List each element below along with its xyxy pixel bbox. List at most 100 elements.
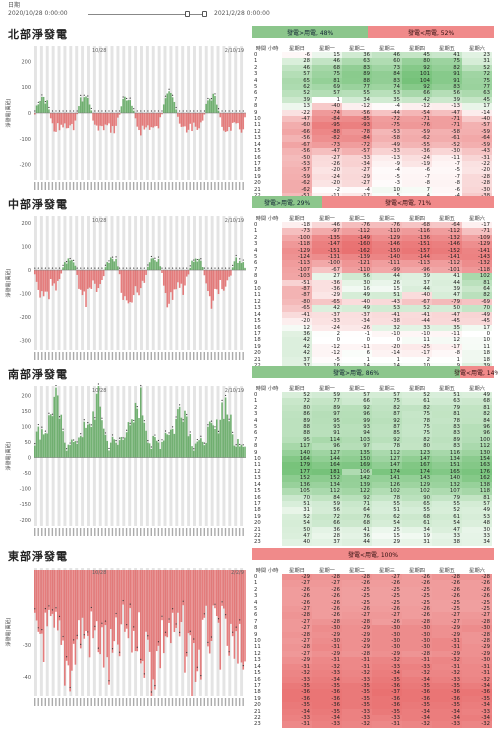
column-header[interactable]: 時間 小時 bbox=[255, 567, 279, 574]
column-header[interactable]: 星期日 bbox=[289, 385, 305, 392]
column-header[interactable]: 星期六 bbox=[469, 385, 485, 392]
chart-bar bbox=[78, 270, 80, 289]
chart-bar bbox=[215, 419, 218, 458]
value-cell: 31 bbox=[402, 539, 432, 546]
value-cell: -118 bbox=[282, 241, 312, 248]
x-tick-mark bbox=[168, 352, 170, 360]
date-slider-start-handle[interactable] bbox=[185, 11, 190, 17]
column-header[interactable]: 星期二 bbox=[349, 385, 365, 392]
chart-bar bbox=[166, 93, 169, 113]
chart-marker bbox=[179, 267, 181, 269]
ratio-positive-segment[interactable]: 發電>用電, 86% bbox=[252, 366, 461, 378]
value-cell: 94 bbox=[342, 430, 372, 437]
column-header[interactable]: 星期三 bbox=[379, 215, 395, 222]
ratio-positive-segment[interactable]: 發電>用電, 48% bbox=[252, 26, 369, 38]
chart-bar bbox=[148, 113, 151, 130]
column-header[interactable]: 星期三 bbox=[379, 567, 395, 574]
hour-cell: 3 bbox=[254, 71, 258, 78]
chart-marker bbox=[115, 612, 117, 615]
value-cell: 82 bbox=[462, 292, 492, 299]
value-cell: 116 bbox=[432, 449, 462, 457]
chart-bar bbox=[87, 570, 89, 636]
column-header[interactable]: 星期二 bbox=[349, 215, 365, 222]
value-cell: 51 bbox=[372, 292, 402, 299]
chart-bar bbox=[106, 262, 109, 271]
x-tick-mark bbox=[161, 528, 163, 536]
column-header[interactable]: 星期六 bbox=[469, 215, 485, 222]
column-header[interactable]: 星期二 bbox=[349, 567, 365, 574]
column-header[interactable]: 星期三 bbox=[379, 45, 395, 52]
column-header[interactable]: 星期日 bbox=[289, 45, 305, 52]
column-header[interactable]: 星期五 bbox=[439, 45, 455, 52]
value-cell: -33 bbox=[432, 721, 462, 728]
value-cell: -41 bbox=[402, 311, 432, 319]
ratio-negative-segment[interactable]: 發電<用電, 14% bbox=[454, 366, 498, 378]
column-header[interactable]: 星期六 bbox=[469, 567, 485, 574]
date-slider-end-handle[interactable] bbox=[202, 11, 207, 17]
chart-marker bbox=[51, 609, 54, 611]
column-header[interactable]: 星期四 bbox=[409, 45, 425, 52]
chart-marker bbox=[228, 267, 230, 269]
chart-bar bbox=[177, 113, 179, 117]
column-header[interactable]: 星期四 bbox=[409, 215, 425, 222]
chart-marker bbox=[193, 110, 195, 112]
chart-bar bbox=[207, 100, 209, 113]
x-tick-mark bbox=[235, 528, 237, 536]
column-header[interactable]: 時間 小時 bbox=[255, 385, 279, 392]
ratio-negative-segment[interactable]: 發電<用電, 100% bbox=[252, 548, 494, 560]
value-cell: 49 bbox=[462, 392, 492, 399]
value-cell: -56 bbox=[282, 135, 312, 142]
value-cell: 83 bbox=[432, 84, 462, 91]
value-cell: -30 bbox=[462, 625, 492, 632]
column-header[interactable]: 星期一 bbox=[319, 567, 335, 574]
column-header[interactable]: 星期二 bbox=[349, 45, 365, 52]
column-header[interactable]: 星期六 bbox=[469, 45, 485, 52]
column-header[interactable]: 星期三 bbox=[379, 385, 395, 392]
chart-marker bbox=[200, 258, 202, 260]
value-cell: -129 bbox=[282, 247, 312, 255]
chart-bar bbox=[55, 570, 57, 612]
chart-bar bbox=[154, 260, 156, 271]
value-cell: -65 bbox=[312, 298, 342, 306]
column-header[interactable]: 星期一 bbox=[319, 385, 335, 392]
column-header[interactable]: 星期五 bbox=[439, 215, 455, 222]
ratio-negative-segment[interactable]: 發電<用電, 71% bbox=[322, 196, 494, 208]
column-header[interactable]: 星期四 bbox=[409, 385, 425, 392]
chart-marker bbox=[80, 643, 82, 645]
column-header[interactable]: 星期五 bbox=[439, 567, 455, 574]
value-cell: -67 bbox=[282, 141, 312, 149]
x-tick-mark bbox=[193, 352, 195, 360]
background-band bbox=[128, 568, 132, 696]
column-header[interactable]: 星期一 bbox=[319, 45, 335, 52]
chart-marker bbox=[150, 446, 152, 448]
chart-bar bbox=[94, 419, 96, 458]
column-header[interactable]: 星期五 bbox=[439, 385, 455, 392]
date-slider-track[interactable] bbox=[88, 14, 206, 15]
chart-bar bbox=[134, 570, 137, 651]
chart-marker bbox=[221, 601, 223, 603]
chart-bar bbox=[101, 113, 103, 127]
ratio-negative-segment[interactable]: 發電<用電, 52% bbox=[368, 26, 494, 38]
chart-marker bbox=[133, 626, 135, 628]
column-header[interactable]: 星期日 bbox=[289, 567, 305, 574]
x-tick-mark bbox=[221, 528, 223, 536]
column-header[interactable]: 星期四 bbox=[409, 567, 425, 574]
value-cell: -30 bbox=[402, 638, 432, 645]
x-tick-mark bbox=[90, 528, 92, 536]
column-header[interactable]: 星期日 bbox=[289, 215, 305, 222]
x-tick-mark bbox=[147, 698, 149, 706]
chart-bar bbox=[201, 267, 204, 271]
column-header[interactable]: 時間 小時 bbox=[255, 45, 279, 52]
value-cell: 164 bbox=[282, 456, 312, 463]
ratio-positive-segment[interactable]: 發電>用電, 29% bbox=[252, 196, 323, 208]
hour-cell: 6 bbox=[254, 90, 258, 97]
table-row: 2 -100 -135 -149 -129 -136 -132 -109 bbox=[252, 234, 492, 242]
value-cell: -27 bbox=[312, 580, 342, 587]
value-cell: 46 bbox=[282, 64, 312, 72]
column-header[interactable]: 時間 小時 bbox=[255, 215, 279, 222]
chart-bar bbox=[214, 270, 216, 289]
x-tick-mark bbox=[41, 182, 43, 190]
value-cell: -28 bbox=[282, 631, 312, 639]
ratio-bar: 發電>用電, 29% 發電<用電, 71% bbox=[252, 196, 494, 208]
column-header[interactable]: 星期一 bbox=[319, 215, 335, 222]
